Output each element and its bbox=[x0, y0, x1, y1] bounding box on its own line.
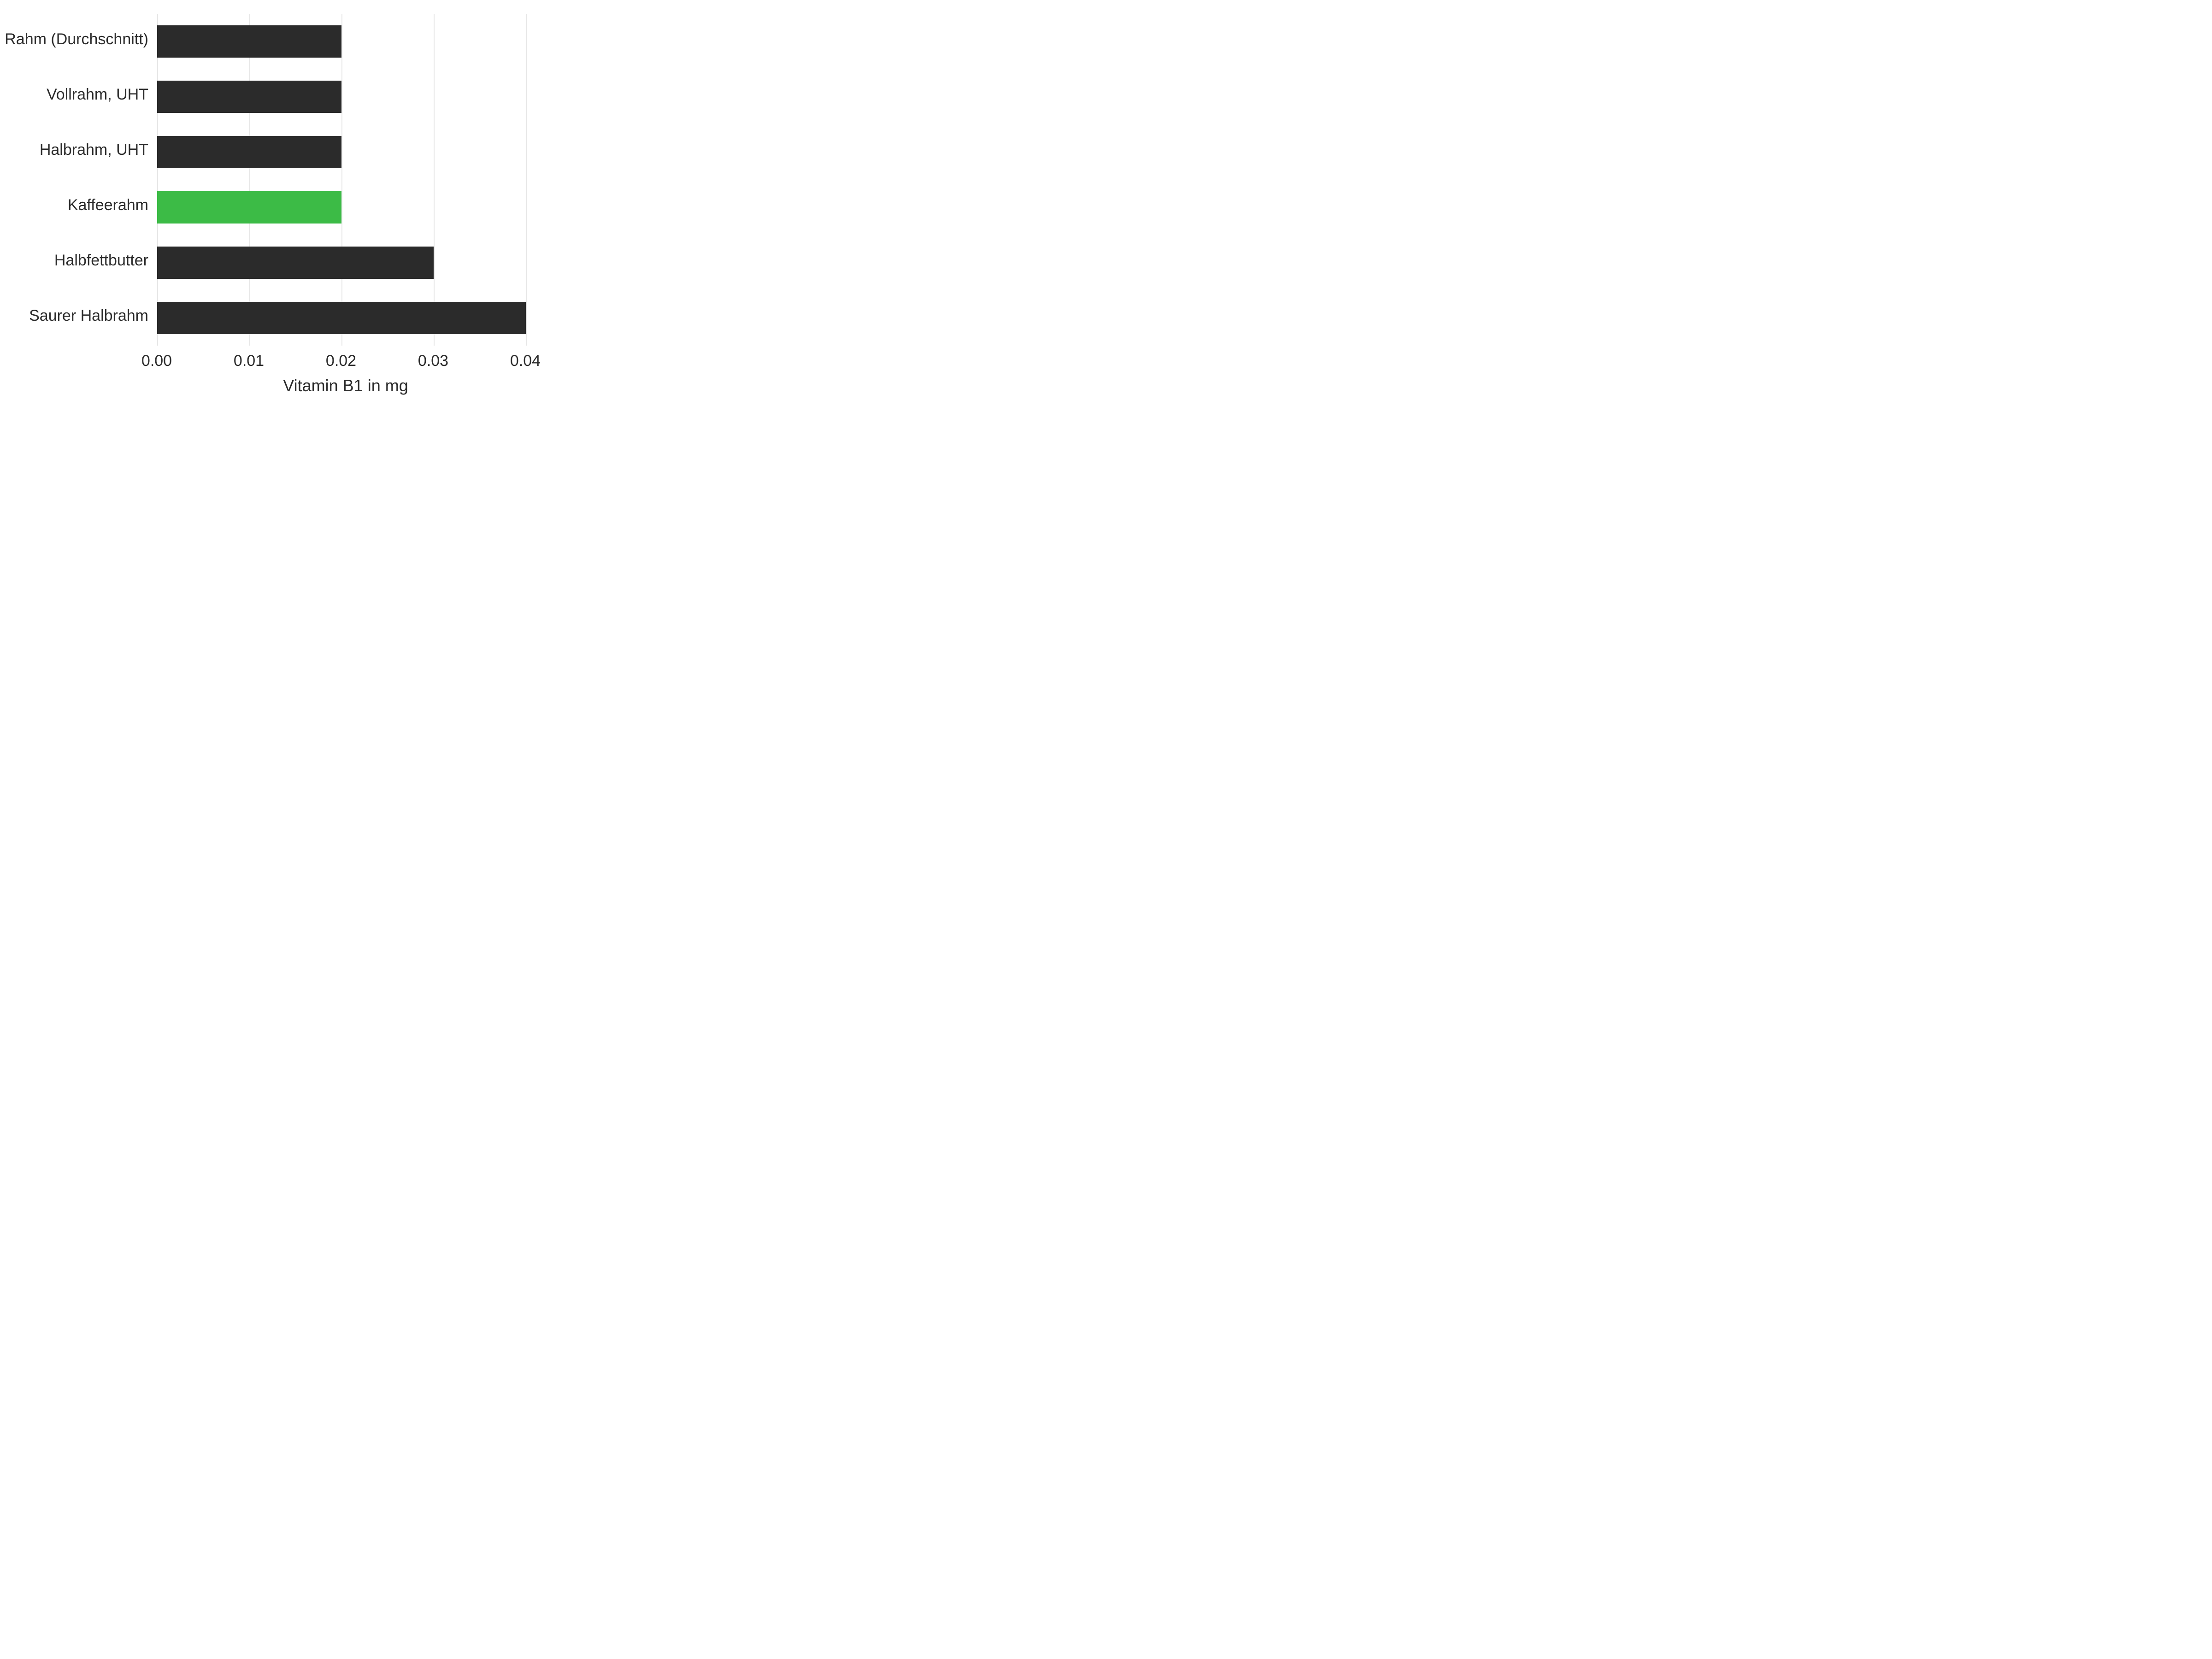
y-axis-label: Rahm (Durchschnitt) bbox=[5, 30, 148, 48]
gridline bbox=[434, 14, 435, 346]
plot-area bbox=[157, 14, 535, 346]
bar bbox=[157, 191, 341, 224]
bar bbox=[157, 247, 434, 279]
y-axis-label: Vollrahm, UHT bbox=[47, 86, 148, 104]
gridline bbox=[526, 14, 527, 346]
bar bbox=[157, 302, 526, 334]
gridline bbox=[249, 14, 250, 346]
gridline bbox=[157, 14, 158, 346]
x-axis-tick-label: 0.04 bbox=[510, 352, 541, 370]
x-axis-title: Vitamin B1 in mg bbox=[283, 376, 408, 395]
x-axis-tick-label: 0.01 bbox=[234, 352, 264, 370]
bar bbox=[157, 136, 341, 168]
x-axis-tick-label: 0.02 bbox=[326, 352, 356, 370]
y-axis-label: Kaffeerahm bbox=[68, 196, 148, 214]
x-axis-tick-label: 0.00 bbox=[141, 352, 172, 370]
y-axis-label: Halbfettbutter bbox=[54, 252, 148, 270]
y-axis-label: Halbrahm, UHT bbox=[40, 141, 148, 159]
bar bbox=[157, 25, 341, 58]
x-axis-tick-label: 0.03 bbox=[418, 352, 448, 370]
bar bbox=[157, 81, 341, 113]
gridline bbox=[341, 14, 342, 346]
vitamin-b1-bar-chart: Rahm (Durchschnitt) Vollrahm, UHT Halbrahm… bbox=[0, 0, 553, 415]
y-axis-label: Saurer Halbrahm bbox=[29, 307, 148, 325]
